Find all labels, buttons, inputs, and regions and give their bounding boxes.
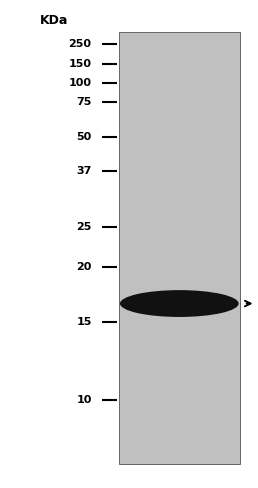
Ellipse shape: [120, 290, 239, 317]
Bar: [119, 32, 240, 464]
Text: KDa: KDa: [40, 14, 68, 27]
Text: 25: 25: [76, 222, 92, 232]
Text: 10: 10: [76, 395, 92, 405]
Text: 20: 20: [76, 262, 92, 272]
Text: 150: 150: [69, 60, 92, 69]
Text: 100: 100: [69, 78, 92, 88]
Text: 15: 15: [76, 317, 92, 327]
Text: 75: 75: [76, 98, 92, 107]
Text: 50: 50: [76, 132, 92, 142]
Text: 250: 250: [69, 39, 92, 49]
Text: 37: 37: [76, 166, 92, 176]
